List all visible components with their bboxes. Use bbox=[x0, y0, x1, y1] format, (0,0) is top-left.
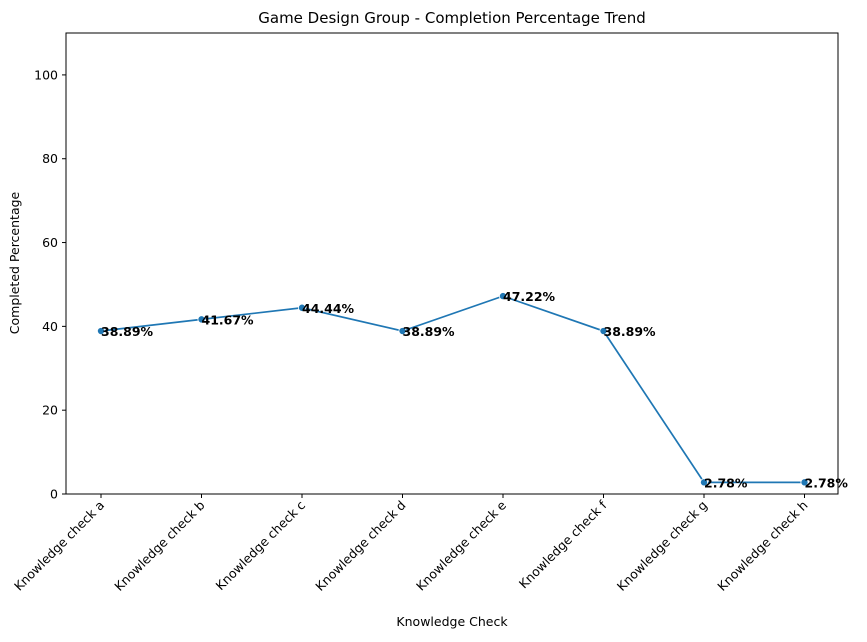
data-label: 47.22% bbox=[503, 289, 556, 304]
data-point bbox=[800, 478, 809, 487]
data-point bbox=[498, 292, 507, 301]
x-tick-label: Knowledge check d bbox=[312, 498, 408, 594]
data-point bbox=[97, 327, 106, 336]
data-label: 41.67% bbox=[202, 312, 255, 327]
x-tick-label: Knowledge check b bbox=[111, 497, 207, 593]
chart-title: Game Design Group - Completion Percentag… bbox=[258, 9, 645, 27]
x-axis-label: Knowledge Check bbox=[396, 614, 508, 629]
data-point bbox=[599, 327, 608, 336]
data-point bbox=[398, 327, 407, 336]
data-point bbox=[197, 315, 206, 324]
data-label: 38.89% bbox=[403, 324, 456, 339]
data-label: 38.89% bbox=[101, 324, 154, 339]
data-label: 38.89% bbox=[604, 324, 657, 339]
x-tick-label: Knowledge check g bbox=[614, 498, 710, 594]
y-tick-label: 60 bbox=[42, 235, 58, 250]
data-label: 44.44% bbox=[302, 301, 355, 316]
data-label: 2.78% bbox=[704, 475, 748, 490]
x-tick-label: Knowledge check a bbox=[11, 498, 107, 594]
y-tick-label: 0 bbox=[50, 487, 58, 502]
axes-frame bbox=[65, 32, 839, 495]
y-tick-label: 100 bbox=[34, 67, 58, 82]
x-tick-label: Knowledge check e bbox=[413, 497, 509, 593]
data-point bbox=[297, 303, 306, 312]
y-axis-label: Completed Percentage bbox=[7, 191, 22, 334]
data-point bbox=[700, 478, 709, 487]
x-tick-label: Knowledge check h bbox=[714, 498, 810, 594]
y-tick-label: 80 bbox=[42, 151, 58, 166]
x-tick-label: Knowledge check c bbox=[213, 497, 309, 593]
x-tick-label: Knowledge check f bbox=[516, 497, 610, 591]
data-label: 2.78% bbox=[805, 475, 849, 490]
y-tick-label: 20 bbox=[42, 403, 58, 418]
series-line bbox=[100, 295, 805, 484]
y-tick-label: 40 bbox=[42, 319, 58, 334]
